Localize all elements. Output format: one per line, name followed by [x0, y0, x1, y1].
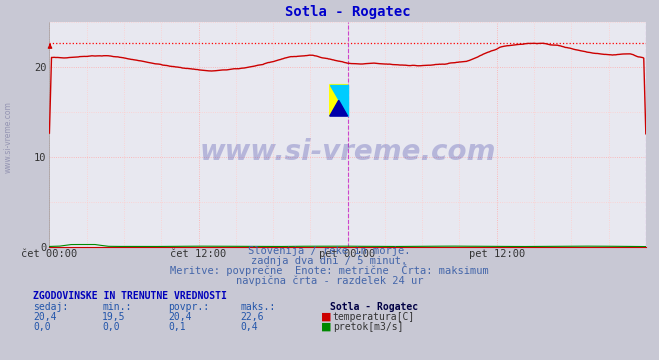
Text: 0,4: 0,4: [241, 323, 258, 332]
Text: 0,0: 0,0: [102, 323, 120, 332]
Text: 20,4: 20,4: [168, 312, 192, 322]
Polygon shape: [330, 100, 348, 116]
Title: Sotla - Rogatec: Sotla - Rogatec: [285, 5, 411, 19]
Polygon shape: [330, 85, 348, 116]
Text: Meritve: povprečne  Enote: metrične  Črta: maksimum: Meritve: povprečne Enote: metrične Črta:…: [170, 264, 489, 276]
Polygon shape: [330, 85, 348, 116]
Text: 0,1: 0,1: [168, 323, 186, 332]
Text: 22,6: 22,6: [241, 312, 264, 322]
Text: pretok[m3/s]: pretok[m3/s]: [333, 323, 403, 332]
Text: temperatura[C]: temperatura[C]: [333, 312, 415, 322]
Text: ■: ■: [321, 321, 331, 331]
Text: Slovenija / reke in morje.: Slovenija / reke in morje.: [248, 246, 411, 256]
Text: 0,0: 0,0: [33, 323, 51, 332]
Text: www.si-vreme.com: www.si-vreme.com: [3, 101, 13, 173]
Text: 19,5: 19,5: [102, 312, 126, 322]
Text: zadnja dva dni / 5 minut.: zadnja dva dni / 5 minut.: [251, 256, 408, 266]
Text: min.:: min.:: [102, 302, 132, 312]
Text: ZGODOVINSKE IN TRENUTNE VREDNOSTI: ZGODOVINSKE IN TRENUTNE VREDNOSTI: [33, 291, 227, 301]
Text: povpr.:: povpr.:: [168, 302, 209, 312]
Text: ■: ■: [321, 311, 331, 321]
Text: navpična črta - razdelek 24 ur: navpična črta - razdelek 24 ur: [236, 275, 423, 286]
Text: sedaj:: sedaj:: [33, 302, 68, 312]
Text: www.si-vreme.com: www.si-vreme.com: [200, 138, 496, 166]
Text: Sotla - Rogatec: Sotla - Rogatec: [330, 302, 418, 312]
Text: 20,4: 20,4: [33, 312, 57, 322]
Text: maks.:: maks.:: [241, 302, 275, 312]
